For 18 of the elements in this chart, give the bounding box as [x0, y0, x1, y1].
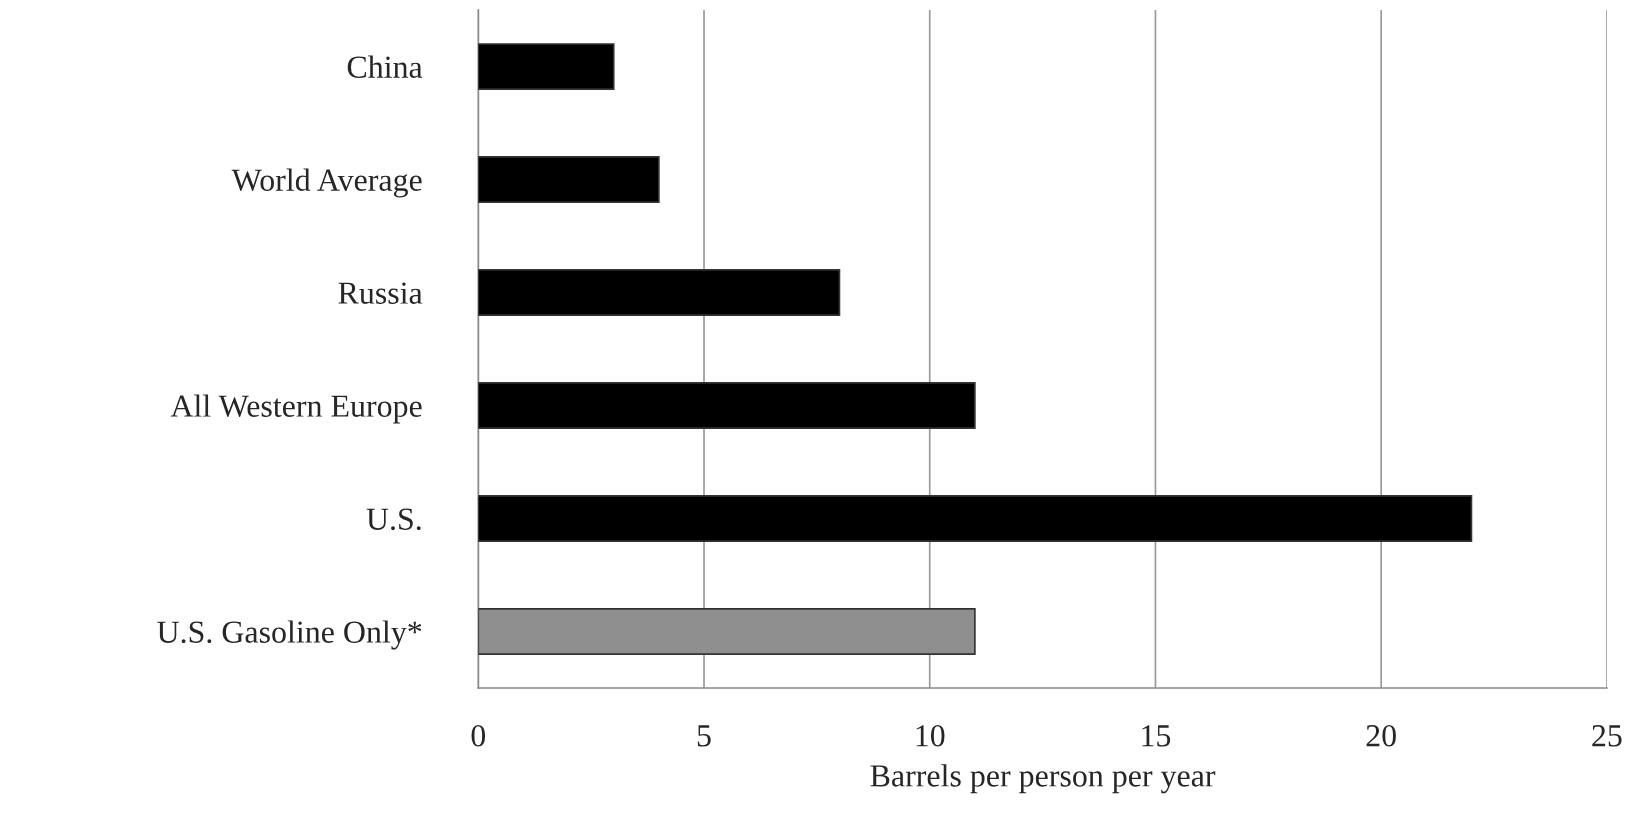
x-tick-label: 5 — [697, 725, 711, 747]
bar — [478, 156, 660, 203]
y-tick-label: All Western Europe — [170, 394, 422, 424]
bar — [478, 269, 841, 316]
x-tick-label: 15 — [1142, 725, 1171, 747]
x-tick-label: 20 — [1366, 725, 1396, 747]
x-tick-label: 10 — [916, 725, 945, 747]
bar — [478, 495, 1473, 542]
x-axis-title: Barrels per person per year — [870, 764, 1216, 794]
y-tick-label: China — [347, 55, 423, 78]
bar — [478, 382, 976, 429]
x-tick-label: 0 — [471, 725, 486, 747]
y-tick-label: World Average — [231, 168, 422, 198]
bar — [478, 43, 615, 90]
x-tick-label: 25 — [1592, 725, 1622, 747]
y-tick-label: U.S. — [366, 508, 421, 531]
y-tick-label: U.S. Gasoline Only* — [157, 620, 422, 650]
y-tick-label: Russia — [338, 282, 423, 304]
